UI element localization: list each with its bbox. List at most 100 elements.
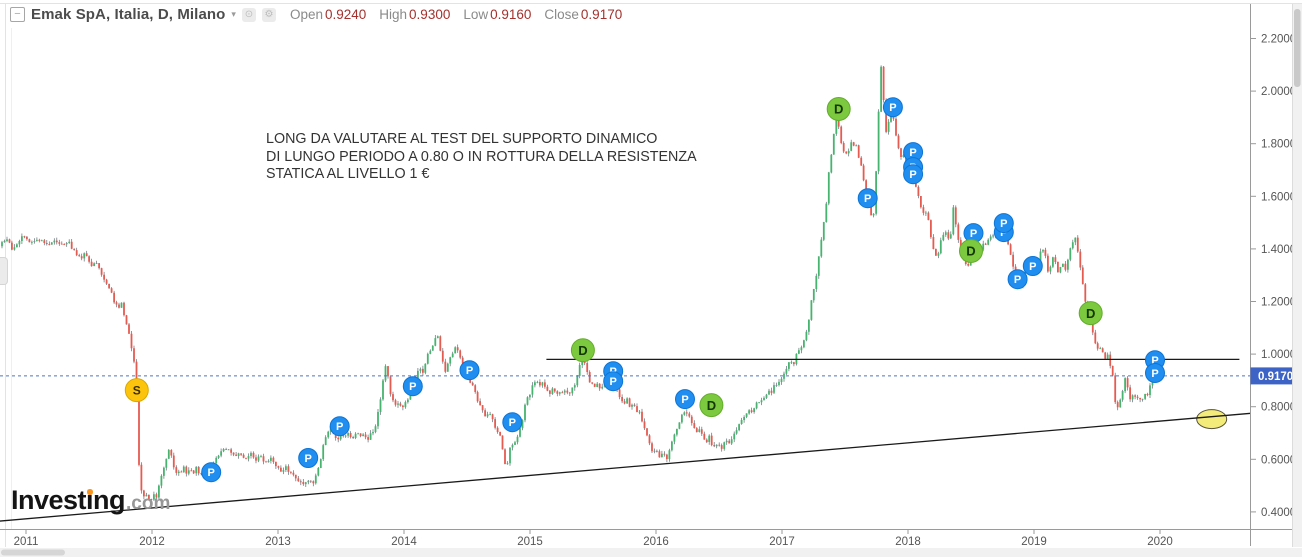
svg-text:P: P — [305, 453, 312, 465]
svg-text:P: P — [1014, 274, 1021, 286]
high-label: High — [379, 7, 408, 22]
ohlc-readout: Open 0.9240 High 0.9300 Low 0.9160 Close 0.9… — [290, 7, 622, 22]
y-axis-label[interactable]: 1.2000 — [1261, 297, 1296, 309]
open-value: 0.9240 — [324, 7, 367, 22]
svg-text:P: P — [1151, 355, 1158, 367]
high-value: 0.9300 — [409, 7, 451, 22]
x-axis-label[interactable]: 2016 — [643, 536, 669, 548]
y-axis-label[interactable]: 2.0000 — [1261, 86, 1296, 98]
x-axis-label[interactable]: 2014 — [391, 536, 417, 548]
trade-idea-annotation: LONG DA VALUTARE AL TEST DEL SUPPORTO DI… — [266, 131, 697, 184]
right-scrollbar-thumb[interactable] — [1294, 9, 1301, 87]
open-readout: Open 0.9240 — [290, 7, 366, 22]
last-price-tag: 0.9170 — [1250, 367, 1299, 385]
close-value: 0.9170 — [580, 7, 623, 22]
svg-text:P: P — [409, 381, 416, 393]
x-axis-label[interactable]: 2020 — [1147, 536, 1173, 548]
collapse-chart-icon[interactable]: − — [10, 7, 25, 22]
x-axis-label[interactable]: 2011 — [14, 536, 39, 548]
right-scrollbar-track — [1292, 4, 1302, 547]
svg-text:S: S — [133, 384, 141, 398]
settings-gear-icon[interactable]: ⚙ — [261, 7, 276, 22]
x-axis-label[interactable]: 2019 — [1021, 536, 1047, 548]
signal-marker-d[interactable]: D — [826, 97, 851, 121]
svg-text:P: P — [909, 147, 916, 159]
svg-text:D: D — [578, 343, 587, 358]
x-axis-label[interactable]: 2017 — [769, 536, 795, 548]
signal-marker-p[interactable]: P — [1145, 363, 1165, 383]
annotation-line: LONG DA VALUTARE AL TEST DEL SUPPORTO DI… — [266, 131, 658, 147]
svg-text:0.9170: 0.9170 — [1258, 371, 1293, 383]
x-axis-label[interactable]: 2012 — [139, 536, 165, 548]
signal-marker-d[interactable]: D — [699, 393, 724, 418]
svg-text:D: D — [834, 102, 843, 117]
signal-marker-p[interactable]: P — [402, 376, 423, 397]
y-axis-label[interactable]: 1.6000 — [1261, 191, 1296, 203]
svg-text:P: P — [681, 394, 688, 406]
symbol-title[interactable]: Emak SpA, Italia, D, Milano — [31, 6, 226, 23]
signal-marker-p[interactable]: P — [459, 360, 480, 381]
svg-text:P: P — [864, 193, 871, 205]
bottom-scrollbar-track — [0, 548, 1302, 557]
signal-marker-d[interactable]: D — [1078, 301, 1103, 326]
svg-text:P: P — [610, 376, 617, 388]
signal-marker-d[interactable]: D — [959, 239, 983, 263]
y-axis-label[interactable]: 2.2000 — [1261, 34, 1296, 46]
annotation-line: STATICA AL LIVELLO 1 € — [266, 166, 430, 183]
signal-marker-s[interactable]: S — [124, 378, 149, 403]
signal-marker-p[interactable]: P — [963, 223, 984, 244]
svg-text:D: D — [1086, 306, 1095, 321]
y-axis-label[interactable]: 1.0000 — [1261, 349, 1296, 361]
signal-marker-p[interactable]: P — [882, 97, 903, 118]
signal-marker-p[interactable]: P — [1007, 269, 1028, 290]
y-axis-label[interactable]: 1.8000 — [1261, 139, 1296, 151]
y-axis-label[interactable]: 1.4000 — [1261, 244, 1296, 256]
y-axis-label[interactable]: 0.8000 — [1261, 402, 1296, 414]
close-label: Close — [544, 7, 579, 22]
y-axis-label[interactable]: 0.4000 — [1261, 507, 1296, 519]
signal-marker-p[interactable]: P — [201, 462, 222, 483]
x-axis-label[interactable]: 2018 — [895, 536, 921, 548]
svg-text:P: P — [970, 228, 977, 240]
svg-text:P: P — [1151, 368, 1158, 380]
collapse-left-panel-icon[interactable] — [0, 257, 8, 285]
svg-text:P: P — [466, 365, 473, 377]
close-readout: Close 0.9170 — [544, 7, 622, 22]
signal-marker-d[interactable]: D — [570, 338, 595, 363]
svg-text:P: P — [909, 169, 916, 181]
toggle-visibility-icon[interactable]: ⊙ — [241, 7, 256, 22]
highlight-ellipse[interactable] — [1196, 409, 1228, 430]
signal-marker-p[interactable]: P — [675, 389, 695, 410]
open-label: Open — [289, 7, 323, 22]
support-trendline[interactable] — [0, 412, 1251, 522]
svg-text:P: P — [889, 102, 896, 114]
signal-marker-p[interactable]: P — [857, 188, 878, 209]
investing-watermark: Investing .com — [11, 485, 170, 516]
signal-marker-p[interactable]: P — [1022, 256, 1043, 276]
signal-marker-p[interactable]: P — [993, 213, 1014, 234]
bottom-scrollbar-thumb[interactable] — [1, 549, 65, 556]
chevron-down-icon[interactable]: ▾ — [231, 9, 236, 19]
watermark-suffix: .com — [126, 493, 171, 514]
x-axis-label[interactable]: 2013 — [265, 536, 291, 548]
low-label: Low — [463, 7, 489, 22]
watermark-brand: Investing — [11, 485, 126, 515]
svg-text:P: P — [336, 421, 343, 433]
y-axis-label[interactable]: 0.6000 — [1261, 454, 1296, 466]
high-readout: High 0.9300 — [379, 7, 450, 22]
chart-toolbar: − Emak SpA, Italia, D, Milano ▾ ⊙ ⚙ Open… — [10, 6, 622, 23]
signal-marker-p[interactable]: P — [903, 164, 924, 185]
signal-marker-p[interactable]: P — [329, 416, 350, 437]
signal-marker-p[interactable]: P — [298, 448, 319, 468]
logo-orange-dot-icon — [87, 489, 93, 495]
signal-marker-p[interactable]: P — [603, 371, 624, 392]
low-readout: Low 0.9160 — [463, 7, 531, 22]
svg-text:P: P — [509, 417, 516, 429]
signal-marker-p[interactable]: P — [502, 412, 523, 433]
svg-text:P: P — [208, 467, 215, 479]
low-value: 0.9160 — [490, 7, 532, 22]
x-axis-label[interactable]: 2015 — [517, 536, 543, 548]
